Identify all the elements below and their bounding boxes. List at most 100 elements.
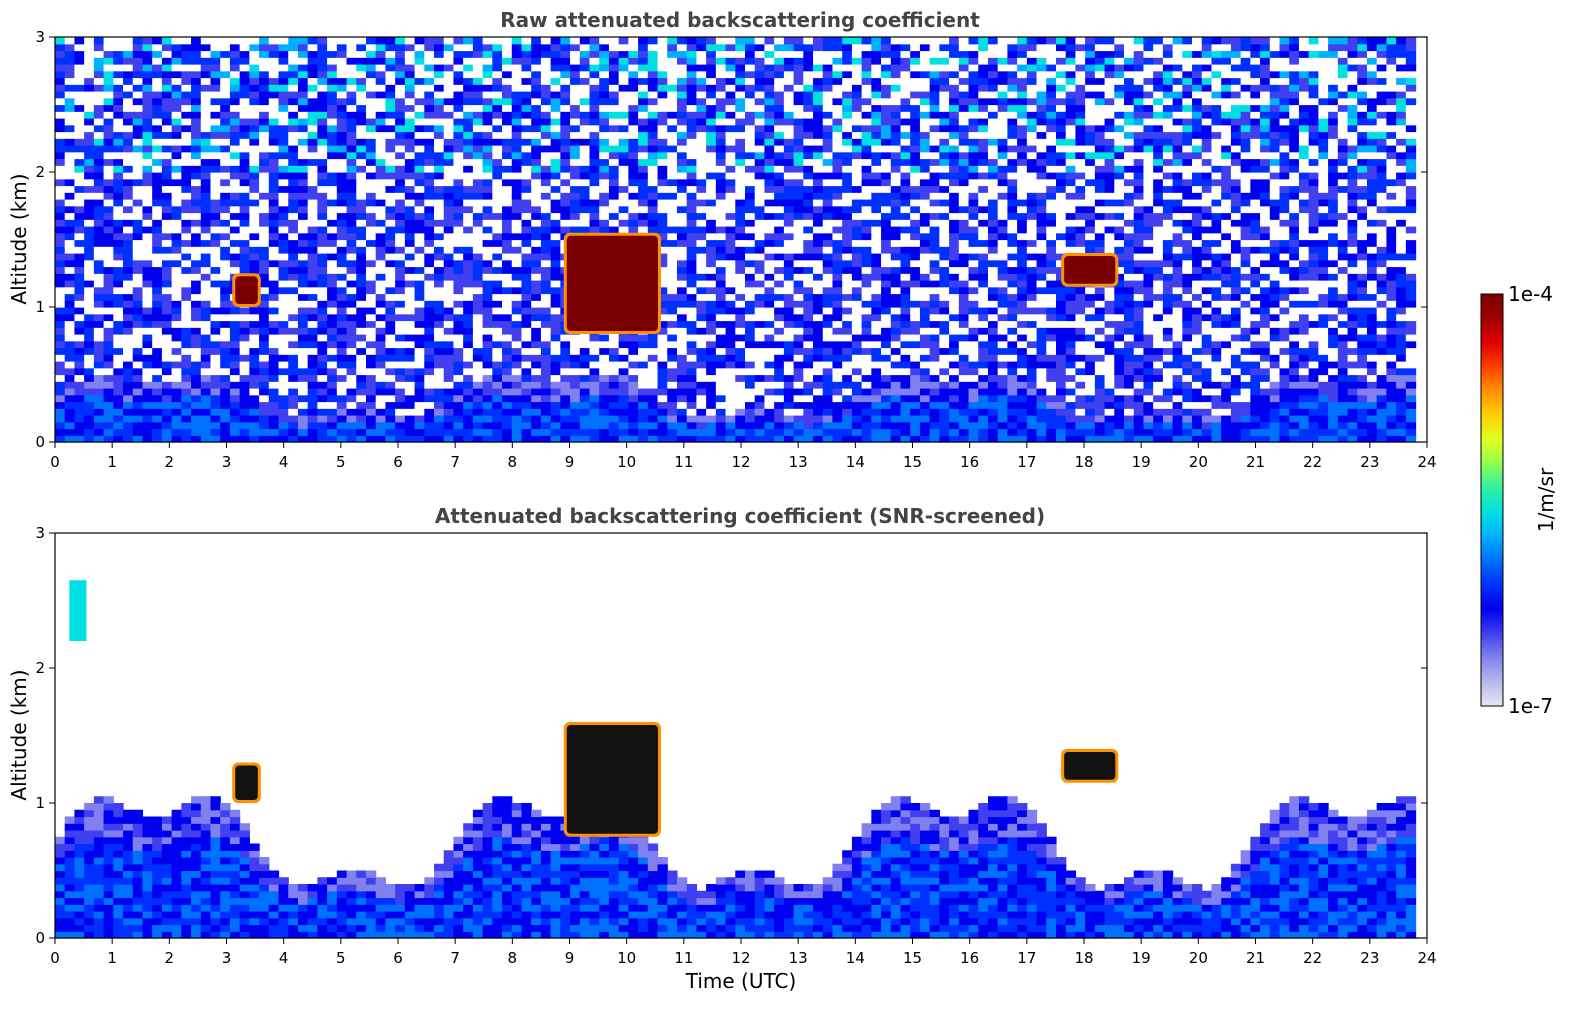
heatmap-cell — [220, 70, 231, 79]
heatmap-cell — [754, 320, 766, 328]
heatmap-cell — [745, 435, 756, 443]
heatmap-cell — [599, 199, 610, 207]
heatmap-cell — [774, 158, 785, 166]
heatmap-cell — [414, 421, 425, 430]
heatmap-cell — [249, 361, 260, 369]
heatmap-cell — [618, 84, 629, 92]
heatmap-cell — [521, 340, 532, 349]
heatmap-cell — [579, 226, 591, 234]
heatmap-cell — [434, 124, 445, 133]
heatmap-cell — [161, 273, 173, 281]
heatmap-cell — [239, 199, 250, 207]
heatmap-cell — [842, 118, 853, 126]
heatmap-cell — [793, 192, 804, 200]
heatmap-cell — [667, 374, 678, 382]
heatmap-cell — [434, 320, 445, 328]
heatmap-cell — [550, 421, 561, 430]
heatmap-cell — [657, 91, 668, 99]
heatmap-cell — [317, 286, 328, 295]
heatmap-cell — [735, 232, 746, 241]
heatmap-cell — [511, 381, 523, 389]
heatmap-cell — [424, 347, 435, 355]
heatmap-cell — [764, 118, 775, 126]
heatmap-cell — [803, 97, 814, 106]
heatmap-cell — [191, 239, 202, 247]
heatmap-cell — [570, 104, 581, 112]
heatmap-cell — [764, 111, 775, 119]
heatmap-cell — [385, 415, 396, 423]
heatmap-cell — [259, 199, 270, 207]
heatmap-cell — [696, 388, 707, 396]
heatmap-cell — [550, 381, 561, 389]
heatmap-cell — [842, 91, 853, 99]
heatmap-cell — [754, 286, 766, 295]
heatmap-cell — [161, 232, 173, 241]
heatmap-cell — [161, 185, 173, 193]
heatmap-cell — [531, 246, 542, 254]
heatmap-cell — [696, 43, 707, 52]
heatmap-cell — [181, 367, 192, 376]
heatmap-cell — [404, 307, 416, 315]
heatmap-cell — [647, 361, 659, 369]
heatmap-cell — [715, 428, 727, 436]
heatmap-cell — [229, 226, 241, 234]
heatmap-cell — [297, 185, 309, 193]
heatmap-cell — [735, 138, 746, 146]
heatmap-cell — [356, 253, 367, 261]
heatmap-cell — [745, 91, 756, 99]
heatmap-cell — [472, 111, 484, 119]
heatmap-cell — [103, 401, 114, 409]
heatmap-cell — [171, 320, 182, 328]
heatmap-cell — [161, 320, 173, 328]
heatmap-cell — [851, 415, 863, 423]
heatmap-cell — [774, 131, 785, 139]
heatmap-cell — [608, 212, 620, 220]
heatmap-cell — [793, 280, 804, 288]
heatmap-cell — [647, 381, 659, 389]
heatmap-cell — [123, 401, 134, 409]
heatmap-cell — [278, 354, 289, 362]
heatmap-cell — [832, 266, 843, 274]
heatmap-cell — [171, 374, 182, 382]
heatmap-cell — [103, 239, 114, 247]
heatmap-cell — [531, 334, 542, 342]
heatmap-cell — [365, 138, 377, 146]
heatmap-cell — [55, 192, 66, 200]
heatmap-cell — [774, 408, 785, 416]
heatmap-cell — [113, 57, 124, 65]
heatmap-cell — [696, 239, 707, 247]
heatmap-cell — [638, 37, 649, 45]
heatmap-cell — [434, 57, 445, 65]
heatmap-cell — [686, 64, 698, 72]
heatmap-cell — [210, 158, 221, 166]
heatmap-cell — [599, 367, 610, 376]
heatmap-cell — [589, 118, 600, 126]
heatmap-cell — [229, 408, 241, 416]
heatmap-cell — [64, 165, 76, 173]
heatmap-cell — [696, 340, 707, 349]
heatmap-cell — [181, 239, 192, 247]
heatmap-cell — [608, 138, 620, 146]
heatmap-cell — [113, 97, 124, 106]
heatmap-cell — [278, 253, 289, 261]
heatmap-cell — [735, 219, 746, 227]
heatmap-cell — [842, 77, 853, 85]
heatmap-cell — [531, 320, 542, 328]
heatmap-cell — [414, 145, 425, 153]
heatmap-cell — [132, 388, 144, 396]
heatmap-cell — [618, 408, 629, 416]
heatmap-cell — [608, 178, 620, 187]
heatmap-cell — [395, 320, 406, 328]
heatmap-cell — [803, 91, 814, 99]
heatmap-cell — [424, 205, 435, 214]
heatmap-cell — [589, 334, 600, 342]
heatmap-cell — [317, 340, 328, 349]
heatmap-cell — [103, 70, 114, 79]
heatmap-cell — [676, 199, 688, 207]
heatmap-cell — [764, 138, 775, 146]
heatmap-cell — [317, 185, 328, 193]
heatmap-cell — [842, 232, 853, 241]
heatmap-cell — [745, 280, 756, 288]
heatmap-cell — [103, 361, 114, 369]
heatmap-cell — [774, 138, 785, 146]
